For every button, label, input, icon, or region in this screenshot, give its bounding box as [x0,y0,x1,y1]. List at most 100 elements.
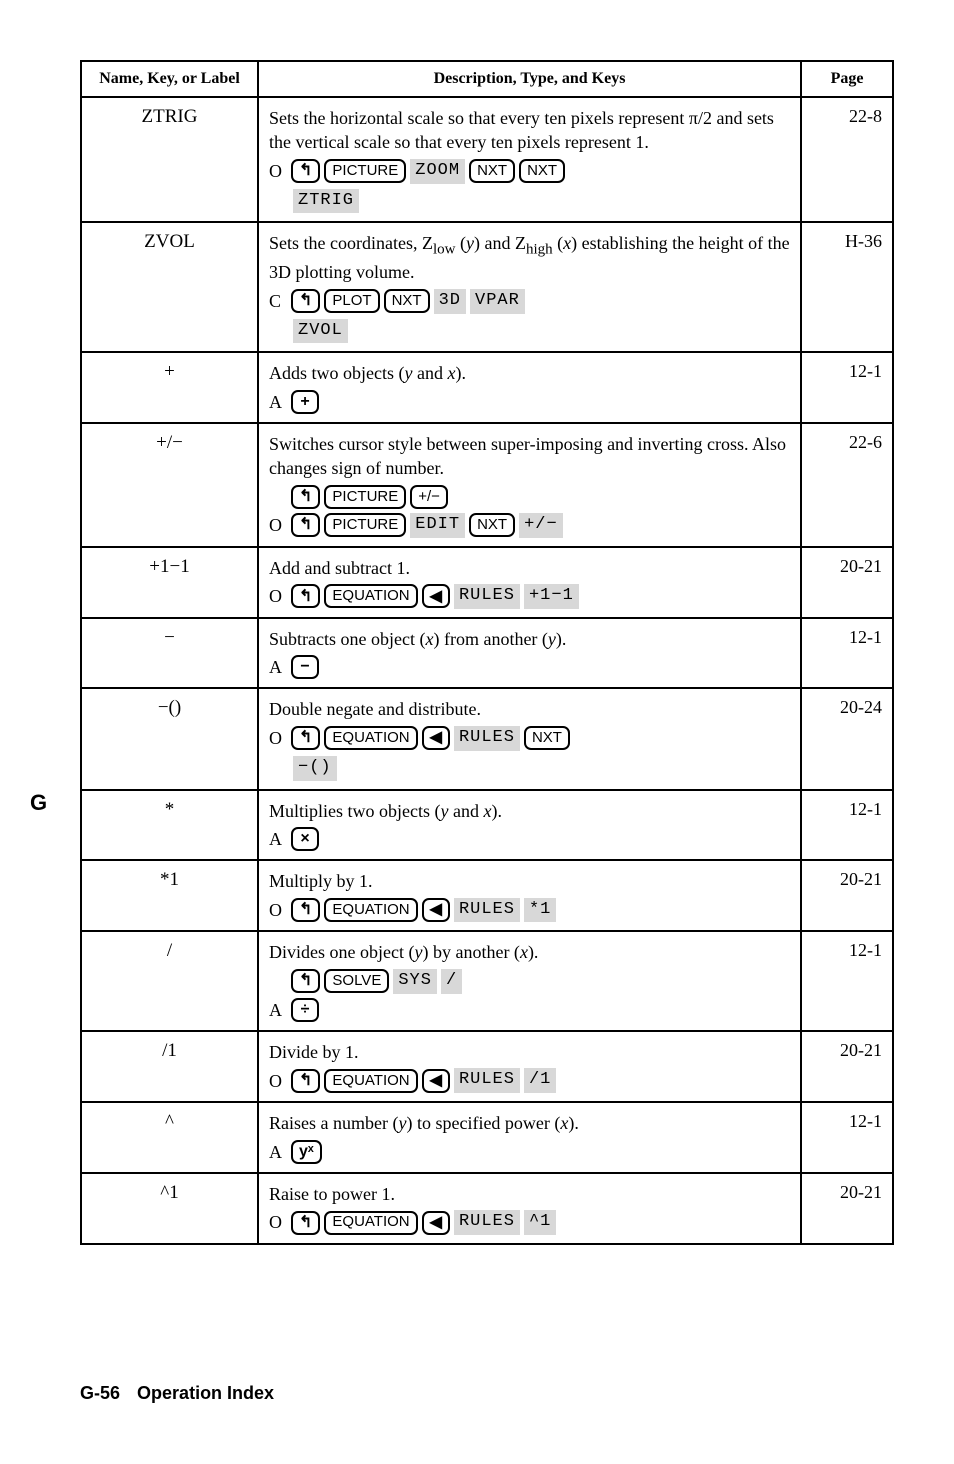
key-◀: ◀ [422,1069,450,1093]
key-EQUATION: EQUATION [324,1211,417,1235]
op-desc: Subtracts one object (x) from another (y… [258,618,801,689]
op-desc: Divides one object (y) by another (x).↰S… [258,931,801,1031]
lead-letter: A [269,390,287,414]
lead-letter: O [269,1210,287,1234]
op-desc: Raises a number (y) to specified power (… [258,1102,801,1173]
key-◀: ◀ [422,726,450,750]
op-name: ZVOL [81,222,258,352]
table-row: *Multiplies two objects (y and x).A×12-1 [81,790,893,861]
lead-letter: O [269,513,287,537]
key-NXT: NXT [469,513,515,537]
op-desc-text: Multiply by 1. [269,869,790,893]
key-↰: ↰ [291,485,320,509]
key-sequence: A− [269,655,790,679]
lead-letter: C [269,289,287,313]
op-desc: Raise to power 1.O↰EQUATION◀RULES^1 [258,1173,801,1244]
key-◀: ◀ [422,584,450,608]
key-◀: ◀ [422,1211,450,1235]
op-desc: Sets the horizontal scale so that every … [258,97,801,222]
screen-label: RULES [454,1210,520,1235]
op-name: ZTRIG [81,97,258,222]
key-NXT: NXT [469,159,515,183]
op-name: * [81,790,258,861]
screen-label: SYS [393,969,437,994]
operation-table: Name, Key, or Label Description, Type, a… [80,60,894,1245]
key-sequence: A× [269,827,790,851]
op-name: / [81,931,258,1031]
lead-letter: A [269,827,287,851]
key-sequence: ↰PICTURE+/− [269,485,790,509]
lead-letter: O [269,726,287,750]
op-name: /1 [81,1031,258,1102]
key-sequence-cont: −() [293,753,790,781]
op-page: 22-6 [801,423,893,547]
key-×: × [291,827,319,851]
op-desc: Switches cursor style between super-impo… [258,423,801,547]
key-↰: ↰ [291,1211,320,1235]
screen-label: 3D [434,289,466,314]
table-row: /1Divide by 1.O↰EQUATION◀RULES/120-21 [81,1031,893,1102]
lead-letter: O [269,584,287,608]
key-EQUATION: EQUATION [324,898,417,922]
screen-label: RULES [454,584,520,609]
key-NXT: NXT [519,159,565,183]
table-row: *1 Multiply by 1. O↰EQUATION◀RULES*1 20-21 [81,860,893,931]
page-footer: G-56 Operation Index [80,1383,274,1404]
key-EQUATION: EQUATION [324,726,417,750]
lead-letter: O [269,1069,287,1093]
screen-label: RULES [454,726,520,751]
key-sequence: O↰EQUATION◀RULES^1 [269,1210,790,1235]
lead-letter: A [269,1140,287,1164]
screen-label: /1 [524,1068,556,1093]
op-desc: Adds two objects (y and x).A+ [258,352,801,423]
screen-label: / [441,969,462,994]
key-sequence: Ayˣ [269,1140,790,1164]
op-desc: Multiplies two objects (y and x).A× [258,790,801,861]
key-sequence: O↰EQUATION◀RULES*1 [269,898,790,923]
op-name: +/− [81,423,258,547]
table-row: −() Double negate and distribute. O↰EQUATI… [81,688,893,789]
screen-label: +1−1 [524,584,579,609]
key-↰: ↰ [291,969,320,993]
col-header-page: Page [801,61,893,97]
lead-letter: O [269,898,287,922]
key-sequence-cont: ZVOL [293,316,790,344]
screen-label: RULES [454,898,520,923]
key-sequence: O↰PICTUREZOOMNXTNXT [269,159,790,184]
op-name: +1−1 [81,547,258,618]
key-yˣ: yˣ [291,1140,322,1164]
table-row: +1−1Add and subtract 1.O↰EQUATION◀RULES+… [81,547,893,618]
lead-letter: A [269,998,287,1022]
table-row: /Divides one object (y) by another (x).↰… [81,931,893,1031]
key-+: + [291,390,319,414]
table-row: ^1Raise to power 1.O↰EQUATION◀RULES^120-… [81,1173,893,1244]
key-PLOT: PLOT [324,289,379,313]
key-↰: ↰ [291,726,320,750]
op-page: 12-1 [801,1102,893,1173]
op-page: 12-1 [801,931,893,1031]
screen-label: *1 [524,898,556,923]
key-sequence: O↰PICTUREEDITNXT+/− [269,513,790,538]
lead-letter: O [269,159,287,183]
key-sequence: A+ [269,390,790,414]
screen-label: ZTRIG [293,189,359,214]
screen-label: ZOOM [410,159,465,184]
op-page: 12-1 [801,618,893,689]
key-sequence: O↰EQUATION◀RULESNXT [269,726,790,751]
key-◀: ◀ [422,898,450,922]
key-↰: ↰ [291,159,320,183]
op-name: ^1 [81,1173,258,1244]
op-name: − [81,618,258,689]
op-desc-text: Sets the coordinates, Zlow (y) and Zhigh… [269,231,790,284]
table-row: +/−Switches cursor style between super-i… [81,423,893,547]
table-row: ^Raises a number (y) to specified power … [81,1102,893,1173]
screen-label: ^1 [524,1210,556,1235]
op-name: ^ [81,1102,258,1173]
key-PICTURE: PICTURE [324,513,406,537]
key-sequence: C↰PLOTNXT3DVPAR [269,289,790,314]
col-header-name: Name, Key, or Label [81,61,258,97]
key-sequence: O↰EQUATION◀RULES/1 [269,1068,790,1093]
op-page: 20-21 [801,860,893,931]
op-desc-text: Double negate and distribute. [269,697,790,721]
key-NXT: NXT [524,726,570,750]
